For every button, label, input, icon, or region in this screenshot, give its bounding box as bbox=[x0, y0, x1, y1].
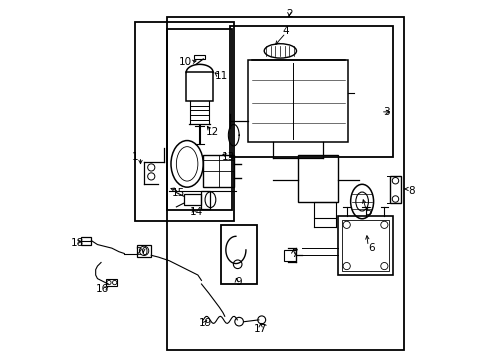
Bar bbox=[194, 55, 204, 59]
Bar bbox=[337, 216, 392, 275]
Bar bbox=[389, 176, 400, 203]
Text: 14: 14 bbox=[189, 207, 203, 217]
Text: 5: 5 bbox=[364, 207, 371, 217]
Bar bbox=[314, 202, 335, 218]
Bar bbox=[135, 22, 233, 221]
Bar bbox=[137, 244, 151, 257]
Text: 18: 18 bbox=[71, 238, 84, 248]
Bar bbox=[284, 250, 296, 261]
Bar bbox=[247, 60, 348, 142]
Text: 19: 19 bbox=[198, 319, 211, 328]
Text: 2: 2 bbox=[285, 9, 292, 19]
Bar bbox=[106, 279, 117, 286]
Text: 20: 20 bbox=[136, 247, 148, 257]
Bar bbox=[81, 237, 91, 244]
Text: 15: 15 bbox=[171, 188, 184, 198]
Bar bbox=[201, 191, 210, 209]
Text: 4: 4 bbox=[282, 26, 288, 36]
Text: 13: 13 bbox=[221, 152, 235, 162]
Bar bbox=[221, 225, 257, 284]
Bar bbox=[298, 155, 337, 202]
Bar bbox=[183, 194, 201, 205]
Bar bbox=[167, 30, 231, 211]
Text: 6: 6 bbox=[368, 243, 374, 253]
Text: 12: 12 bbox=[205, 127, 219, 136]
Bar bbox=[203, 155, 233, 187]
Text: 9: 9 bbox=[235, 277, 242, 287]
Text: 7: 7 bbox=[291, 248, 297, 258]
Bar bbox=[167, 17, 403, 350]
Text: 16: 16 bbox=[96, 284, 109, 294]
Bar bbox=[186, 72, 213, 101]
Text: 1: 1 bbox=[132, 152, 138, 162]
Text: 3: 3 bbox=[382, 107, 388, 117]
Text: 10: 10 bbox=[179, 57, 191, 67]
Text: 8: 8 bbox=[407, 186, 414, 196]
Bar bbox=[341, 220, 388, 271]
Text: 11: 11 bbox=[214, 71, 227, 81]
Text: 17: 17 bbox=[253, 324, 267, 334]
Bar bbox=[230, 26, 392, 157]
